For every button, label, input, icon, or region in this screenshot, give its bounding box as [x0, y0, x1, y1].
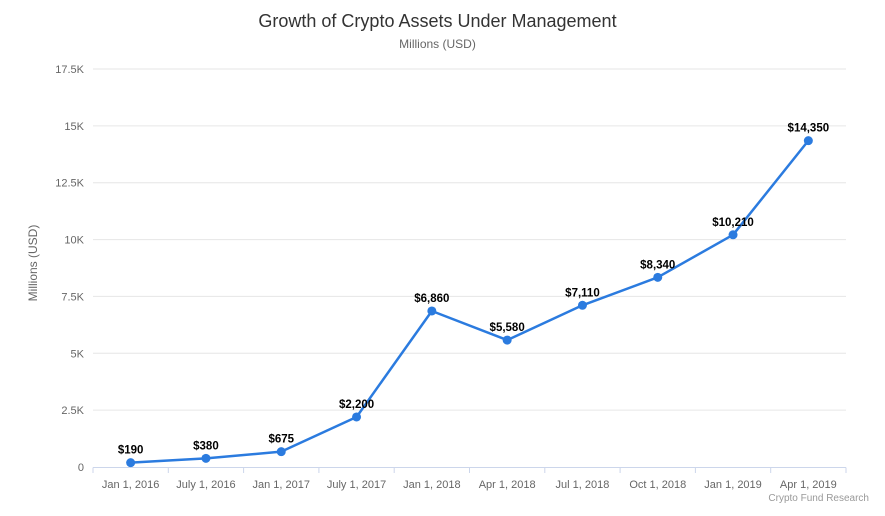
data-point-marker[interactable] [201, 453, 211, 463]
data-point-label: $14,350 [788, 123, 830, 135]
x-tick-label: Jul 1, 2018 [556, 479, 610, 491]
y-tick-label: 10K [64, 235, 84, 247]
y-tick-label: 12.5K [55, 178, 84, 190]
chart-subtitle: Millions (USD) [399, 37, 476, 51]
y-tick-label: 0 [78, 462, 84, 474]
x-tick-label: Apr 1, 2018 [479, 479, 536, 491]
x-tick-label: Jan 1, 2019 [704, 479, 762, 491]
data-point-label: $7,110 [565, 287, 600, 299]
y-axis-title: Millions (USD) [26, 224, 40, 302]
y-tick-label: 5K [71, 348, 85, 360]
data-point-label: $10,210 [712, 217, 754, 229]
data-point-marker[interactable] [427, 306, 437, 316]
x-tick-label: July 1, 2017 [327, 479, 386, 491]
data-point-label: $5,580 [490, 322, 525, 334]
x-tick-label: Jan 1, 2018 [403, 479, 461, 491]
data-point-label: $675 [268, 434, 294, 446]
data-point-marker[interactable] [276, 447, 286, 457]
data-point-label: $2,200 [339, 399, 374, 411]
data-point-marker[interactable] [728, 230, 738, 240]
data-point-label: $190 [118, 445, 144, 457]
data-point-label: $8,340 [640, 259, 675, 271]
data-point-marker[interactable] [653, 272, 663, 282]
data-point-marker[interactable] [502, 335, 512, 345]
y-tick-label: 15K [64, 121, 84, 133]
y-tick-label: 2.5K [61, 405, 84, 417]
chart-title: Growth of Crypto Assets Under Management [258, 11, 617, 31]
y-tick-label: 17.5K [55, 64, 84, 76]
data-point-label: $380 [193, 440, 219, 452]
x-tick-label: Jan 1, 2017 [253, 479, 311, 491]
x-tick-label: Apr 1, 2019 [780, 479, 837, 491]
data-point-marker[interactable] [352, 412, 362, 422]
data-point-label: $6,860 [414, 293, 449, 305]
data-point-marker[interactable] [126, 458, 136, 468]
y-tick-label: 7.5K [61, 291, 84, 303]
x-tick-label: Jan 1, 2016 [102, 479, 160, 491]
series-line [129, 139, 810, 464]
x-tick-label: Oct 1, 2018 [629, 479, 686, 491]
data-point-marker[interactable] [803, 136, 813, 146]
x-tick-label: July 1, 2016 [176, 479, 235, 491]
data-point-marker[interactable] [577, 300, 587, 310]
credits-label: Crypto Fund Research [768, 493, 869, 504]
